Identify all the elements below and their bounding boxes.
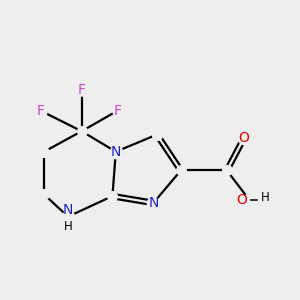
- Text: N: N: [148, 196, 159, 210]
- Text: F: F: [113, 104, 122, 118]
- Text: F: F: [78, 83, 86, 97]
- Text: N: N: [111, 145, 121, 159]
- Text: F: F: [37, 104, 45, 118]
- Text: H: H: [64, 220, 72, 233]
- Text: O: O: [238, 131, 249, 145]
- Text: N: N: [63, 203, 73, 218]
- Text: O: O: [236, 193, 247, 206]
- Text: H: H: [261, 191, 270, 204]
